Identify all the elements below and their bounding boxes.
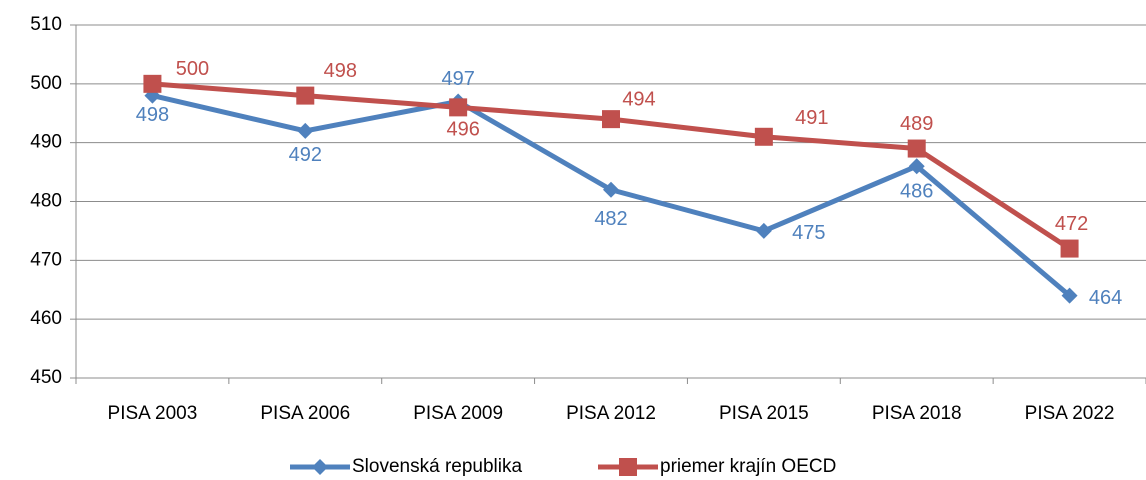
data-point bbox=[908, 158, 925, 175]
data-label: 489 bbox=[900, 113, 933, 135]
y-tick-label: 510 bbox=[30, 14, 62, 35]
data-point bbox=[603, 181, 619, 198]
data-label: 492 bbox=[289, 144, 322, 166]
x-tick-label: PISA 2022 bbox=[1025, 403, 1115, 424]
data-point bbox=[754, 127, 773, 146]
data-point bbox=[1061, 287, 1078, 304]
data-point bbox=[296, 86, 315, 105]
data-point bbox=[602, 110, 620, 129]
data-label: 500 bbox=[176, 58, 209, 80]
data-label: 498 bbox=[324, 60, 357, 82]
legend-label: Slovenská republika bbox=[352, 456, 522, 477]
data-point bbox=[143, 74, 162, 93]
data-point bbox=[1060, 239, 1079, 258]
legend-marker bbox=[619, 458, 637, 476]
legend-label: priemer krajín OECD bbox=[660, 456, 836, 477]
y-tick-label: 490 bbox=[30, 132, 62, 153]
data-label: 494 bbox=[622, 88, 655, 110]
x-tick-label: PISA 2018 bbox=[872, 403, 962, 424]
data-point bbox=[907, 139, 926, 158]
x-tick-label: PISA 2003 bbox=[108, 403, 198, 424]
data-label: 491 bbox=[795, 107, 828, 129]
data-point bbox=[449, 98, 468, 117]
y-tick-label: 500 bbox=[30, 73, 62, 94]
data-label: 464 bbox=[1089, 287, 1122, 309]
y-tick-label: 480 bbox=[30, 191, 62, 212]
data-label: 486 bbox=[900, 180, 933, 202]
data-label: 475 bbox=[792, 222, 825, 244]
x-tick-label: PISA 2009 bbox=[413, 403, 503, 424]
y-tick-label: 470 bbox=[30, 249, 62, 270]
legend-marker bbox=[312, 459, 328, 475]
data-label: 496 bbox=[446, 119, 479, 141]
data-point bbox=[755, 222, 772, 239]
x-tick-label: PISA 2006 bbox=[260, 403, 350, 424]
x-tick-label: PISA 2012 bbox=[566, 403, 656, 424]
data-label: 497 bbox=[441, 68, 474, 90]
x-tick-label: PISA 2015 bbox=[719, 403, 809, 424]
data-label: 472 bbox=[1055, 213, 1088, 235]
y-tick-label: 460 bbox=[30, 308, 62, 329]
data-label: 498 bbox=[136, 104, 169, 126]
data-point bbox=[297, 122, 314, 139]
y-tick-label: 450 bbox=[30, 367, 62, 388]
data-label: 482 bbox=[594, 208, 627, 230]
